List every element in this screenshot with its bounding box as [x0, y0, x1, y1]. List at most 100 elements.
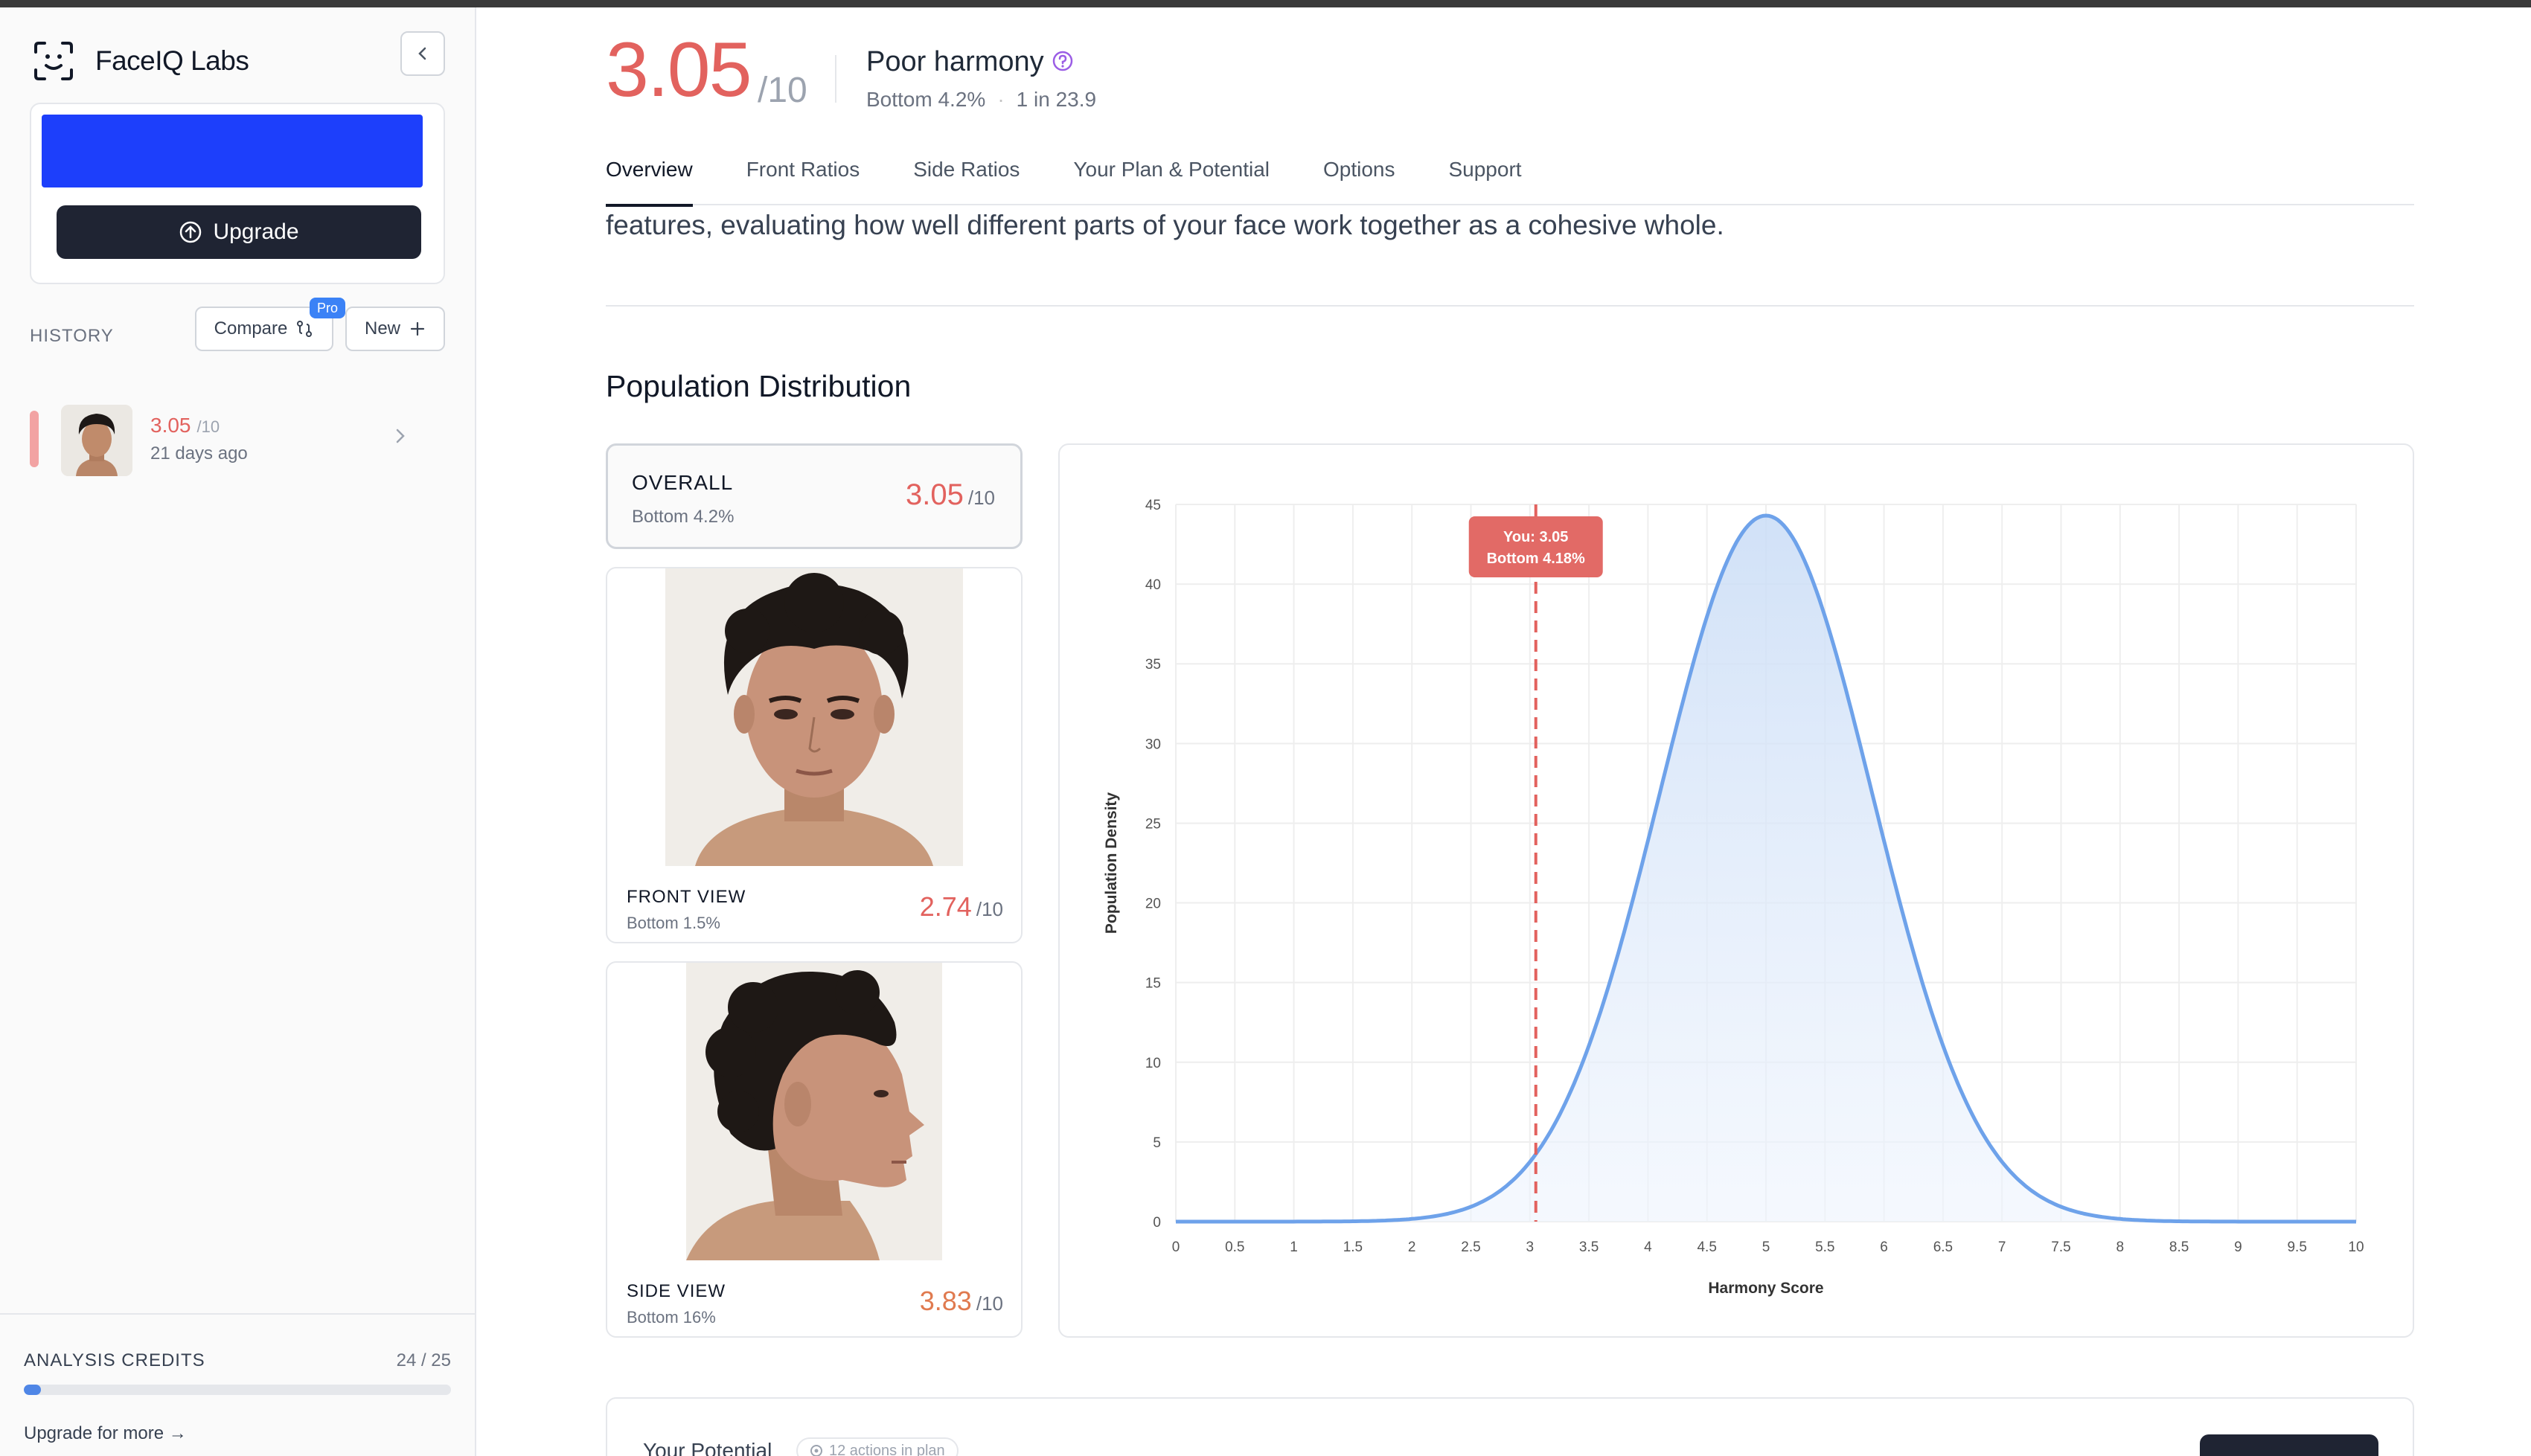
x-tick-label: 6.5: [1933, 1239, 1953, 1255]
percentile-text: Bottom 4.2%: [866, 88, 986, 111]
user-score-tooltip: [1468, 516, 1603, 577]
front-view-card[interactable]: FRONT VIEW Bottom 1.5% 2.74/10: [606, 567, 1023, 943]
y-axis-label: Population Density: [1103, 792, 1120, 934]
odds-text: 1 in 23.9: [1016, 88, 1097, 111]
history-heading: HISTORY: [30, 326, 114, 346]
credits-label: ANALYSIS CREDITS: [24, 1350, 205, 1370]
x-tick-label: 1: [1290, 1239, 1298, 1255]
target-icon: [810, 1445, 822, 1456]
side-view-score: 3.83/10: [919, 1286, 1003, 1316]
help-icon[interactable]: [1051, 49, 1075, 73]
tooltip-line-1: You: 3.05: [1503, 529, 1568, 545]
x-tick-label: 1.5: [1343, 1239, 1363, 1255]
intro-text: features, evaluating how well different …: [606, 210, 1724, 240]
score-denominator: /10: [758, 71, 807, 110]
credits-progress-bar: [24, 1385, 451, 1395]
promo-banner[interactable]: [42, 115, 423, 187]
x-tick-label: 0: [1172, 1239, 1180, 1255]
y-tick-label: 35: [1145, 657, 1161, 673]
section-title: Population Distribution: [606, 369, 912, 403]
tab-support[interactable]: Support: [1448, 158, 1522, 181]
x-tick-label: 3: [1526, 1239, 1535, 1255]
x-tick-label: 8.5: [2169, 1239, 2189, 1255]
distribution-curve: [1176, 513, 2356, 1224]
upgrade-for-more-link[interactable]: Upgrade for more →: [24, 1423, 187, 1443]
distribution-chart-card: 0 0.5 1 1.5 2 2.5 3 3.5 4 4.5 5 5.5 6 6.5 7 7.5 8 8.5 9 9.5…: [1058, 443, 2414, 1338]
compare-button[interactable]: Compare: [195, 307, 333, 351]
y-tick-label: 30: [1145, 737, 1161, 752]
x-tick-label: 2: [1408, 1239, 1416, 1255]
x-tick-label: 4: [1644, 1239, 1652, 1255]
side-view-label: SIDE VIEW: [627, 1281, 726, 1301]
overall-label: OVERALL: [632, 471, 734, 494]
x-tick-label: 5: [1762, 1239, 1770, 1255]
y-tick-label: 20: [1145, 897, 1161, 912]
y-tick-label: 45: [1145, 498, 1161, 513]
pro-badge: Pro: [310, 298, 345, 318]
window-top-bar: [0, 0, 2531, 7]
distribution-area: [1176, 516, 2356, 1222]
chevron-right-icon: [396, 429, 405, 443]
tab-options[interactable]: Options: [1322, 158, 1395, 181]
y-tick-label: 15: [1145, 976, 1161, 992]
y-tick-label: 40: [1145, 577, 1161, 593]
brand-logo[interactable]: FaceIQ Labs: [33, 31, 249, 91]
tab-bar: Overview Front Ratios Side Ratios Your P…: [606, 153, 2414, 207]
upgrade-label: Upgrade: [213, 219, 299, 244]
sidebar: FaceIQ Labs Upgrade HISTORY Compare Pro …: [0, 7, 476, 1456]
upgrade-button[interactable]: Upgrade: [57, 205, 421, 259]
potential-card: Your Potential 12 actions in plan: [606, 1397, 2414, 1456]
x-tick-label: 9.5: [2287, 1239, 2306, 1255]
x-tick-label: 9: [2234, 1239, 2242, 1255]
history-item[interactable]: 3.05/10 21 days ago: [30, 394, 417, 484]
front-view-label: FRONT VIEW: [627, 887, 746, 907]
face-scan-icon: [34, 42, 73, 80]
x-tick-label: 0.5: [1225, 1239, 1244, 1255]
history-date: 21 days ago: [150, 443, 248, 464]
compare-label: Compare: [214, 318, 288, 339]
chevron-left-icon: [418, 47, 426, 60]
population-distribution-chart: 0 0.5 1 1.5 2 2.5 3 3.5 4 4.5 5 5.5 6 6.5 7 7.5 8 8.5 9 9.5…: [1103, 498, 2364, 1297]
overall-percentile: Bottom 4.2%: [632, 507, 735, 527]
active-indicator: [30, 411, 39, 467]
x-tick-label: 8: [2116, 1239, 2125, 1255]
section-divider: [606, 305, 2414, 307]
x-tick-label: 4.5: [1697, 1239, 1716, 1255]
collapse-sidebar-button[interactable]: [400, 31, 445, 76]
x-tick-label: 7.5: [2051, 1239, 2070, 1255]
x-tick-label: 10: [2348, 1239, 2364, 1255]
front-view-score: 2.74/10: [919, 891, 1003, 922]
overall-card-score: 3.05/10: [905, 478, 995, 511]
y-tick-label: 5: [1153, 1135, 1161, 1151]
overall-score-card[interactable]: OVERALL Bottom 4.2% 3.05/10: [606, 443, 1023, 549]
history-score: 3.05/10: [150, 414, 220, 437]
side-view-card[interactable]: SIDE VIEW Bottom 16% 3.83/10: [606, 961, 1023, 1338]
divider: [835, 55, 836, 103]
new-analysis-button[interactable]: New: [345, 307, 445, 351]
potential-title: Your Potential: [643, 1439, 772, 1456]
new-label: New: [364, 318, 400, 339]
history-thumbnail: [61, 405, 132, 476]
tab-side-ratios[interactable]: Side Ratios: [913, 158, 1020, 181]
x-axis-label: Harmony Score: [1708, 1280, 1823, 1297]
side-view-percentile: Bottom 16%: [627, 1308, 716, 1327]
y-tick-label: 10: [1145, 1056, 1161, 1071]
tab-overview[interactable]: Overview: [606, 153, 693, 207]
analysis-credits: ANALYSIS CREDITS 24 / 25 Upgrade for mor…: [0, 1313, 476, 1456]
compare-arrows-icon: [297, 321, 313, 337]
brand-name: FaceIQ Labs: [95, 45, 249, 76]
plus-icon: [410, 321, 425, 336]
side-view-photo: [686, 963, 942, 1260]
harmony-subline: Bottom 4.2% · 1 in 23.9: [866, 88, 1097, 111]
promo-card: Upgrade: [30, 103, 445, 284]
x-tick-label: 6: [1880, 1239, 1888, 1255]
harmony-rating: Poor harmony: [866, 46, 1044, 77]
actions-count-badge: 12 actions in plan: [796, 1437, 959, 1456]
tooltip-line-2: Bottom 4.18%: [1487, 551, 1585, 567]
x-tick-label: 2.5: [1461, 1239, 1480, 1255]
y-tick-label: 25: [1145, 816, 1161, 832]
tab-front-ratios[interactable]: Front Ratios: [746, 158, 860, 181]
x-tick-label: 7: [1998, 1239, 2006, 1255]
view-plan-button[interactable]: [2200, 1434, 2378, 1456]
tab-plan-potential[interactable]: Your Plan & Potential: [1073, 158, 1270, 181]
